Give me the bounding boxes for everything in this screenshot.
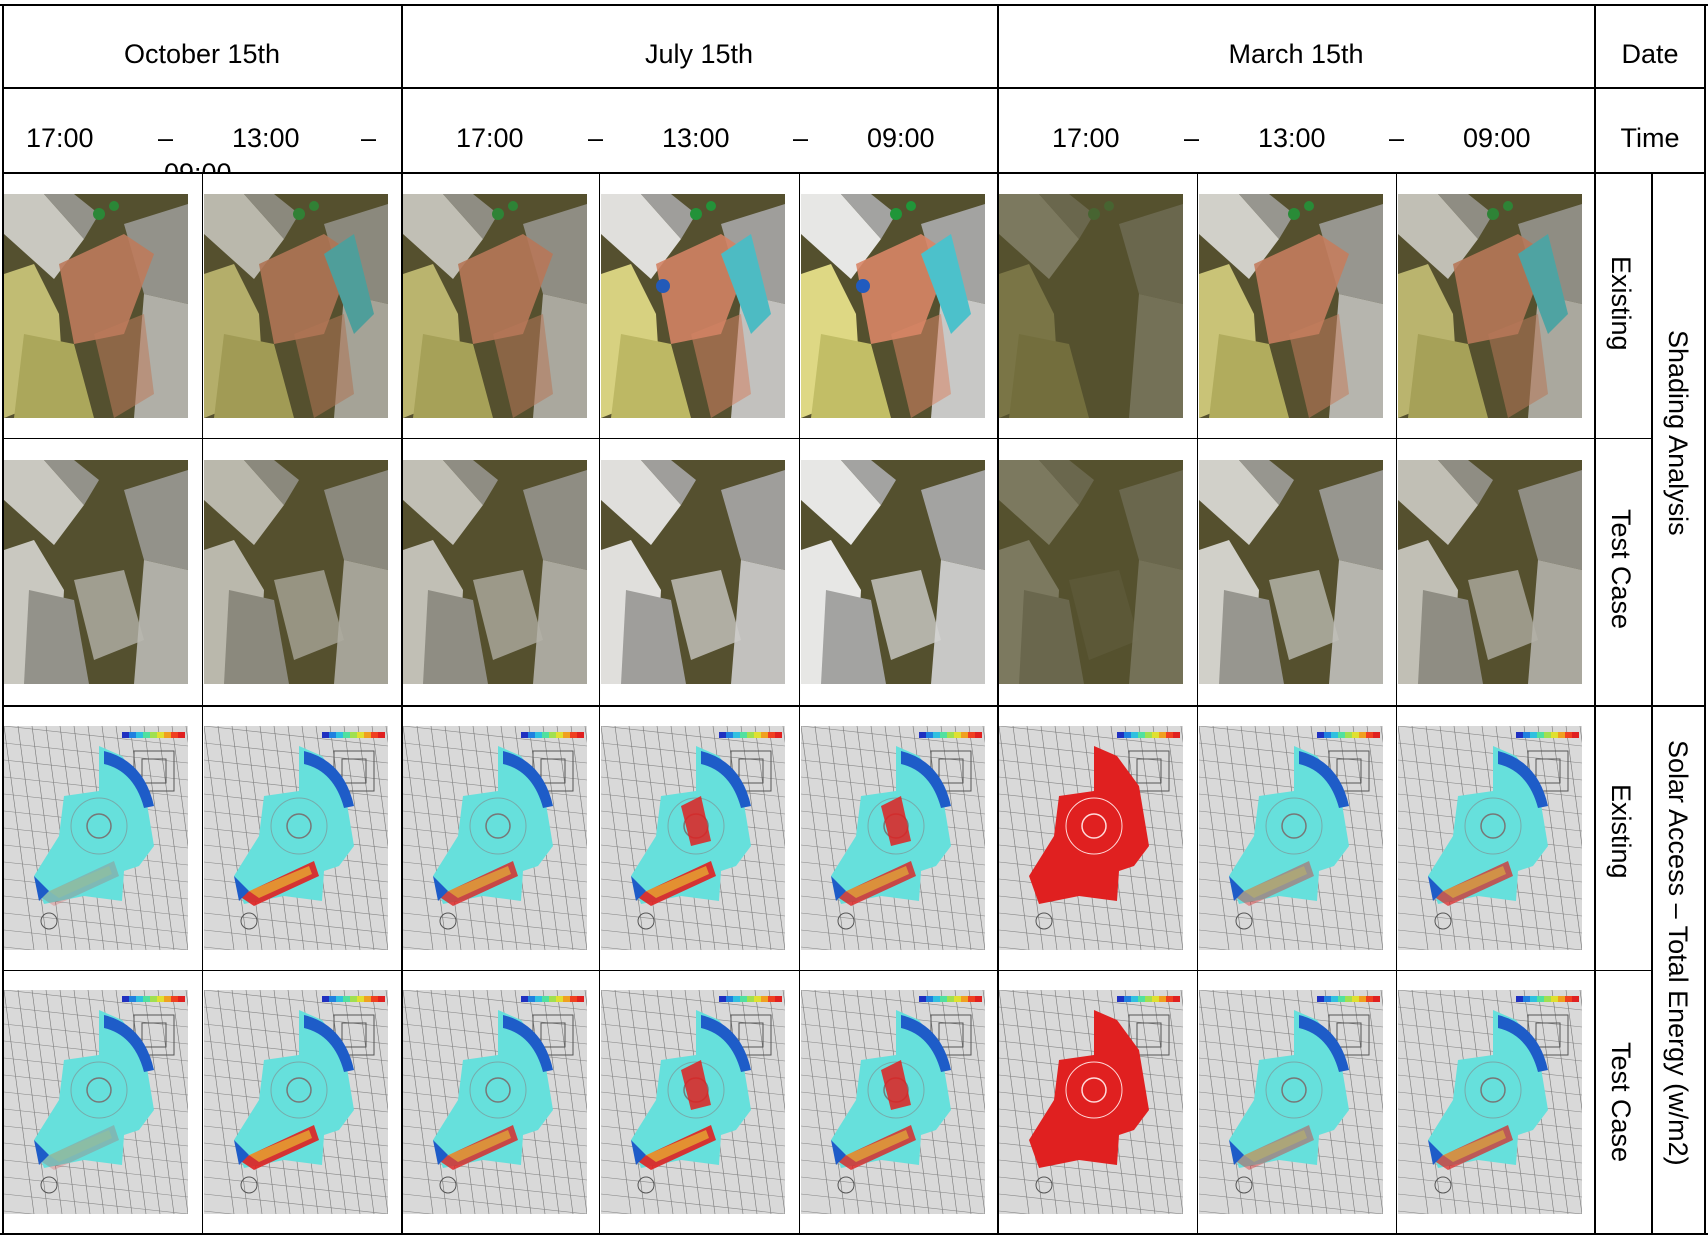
shading-test-case-image-7 xyxy=(1199,460,1383,684)
time-oct-0900: 09:00 xyxy=(164,157,232,172)
shading-existing-image-1 xyxy=(4,194,188,418)
date-label: Date xyxy=(1621,39,1679,69)
image-col-divider-2 xyxy=(599,172,600,1235)
shading-test-case-image-8 xyxy=(1398,460,1582,684)
shading-test-case-image-4 xyxy=(601,460,785,684)
image-col-divider-4 xyxy=(1197,172,1198,1235)
time-row-divider xyxy=(2,172,1706,174)
shading-test-case-image-2 xyxy=(204,460,388,684)
solar-test-case-image-4 xyxy=(601,990,785,1214)
row-label-solar-existing: Existing xyxy=(1606,784,1636,879)
table-border-top xyxy=(0,4,1708,6)
col-divider-july-march xyxy=(997,4,999,1235)
shading-test-case-image-5 xyxy=(801,460,985,684)
row-label-shading-existing: Existing xyxy=(1606,256,1636,351)
row-label-solar-test-case: Test Case xyxy=(1606,1042,1636,1163)
shading-test-case-image-3 xyxy=(403,460,587,684)
shading-existing-image-3 xyxy=(403,194,587,418)
time-jul-0900: 09:00 xyxy=(867,123,935,153)
solar-test-case-image-8 xyxy=(1398,990,1582,1214)
shading-test-case-image-1 xyxy=(4,460,188,684)
solar-existing-image-1 xyxy=(4,726,188,950)
col-divider-march-date xyxy=(1594,4,1596,1235)
solar-existing-image-7 xyxy=(1199,726,1383,950)
time-oct-1300: 13:00 xyxy=(232,123,300,153)
image-col-divider-5 xyxy=(1396,172,1397,1235)
col-divider-oct-july xyxy=(401,4,403,1235)
solar-test-case-image-6 xyxy=(999,990,1183,1214)
solar-existing-image-6 xyxy=(999,726,1183,950)
time-oct-dash-2: – xyxy=(361,123,377,153)
image-col-divider-3 xyxy=(799,172,800,1235)
time-mar-1300: 13:00 xyxy=(1258,123,1326,153)
solar-existing-image-5 xyxy=(801,726,985,950)
row-divider-1 xyxy=(2,438,1653,439)
row-divider-3 xyxy=(2,970,1653,971)
solar-existing-image-8 xyxy=(1398,726,1582,950)
time-oct-dash-1: – xyxy=(158,123,174,153)
shading-existing-image-6 xyxy=(999,194,1183,418)
time-mar-0900: 09:00 xyxy=(1463,123,1531,153)
solar-test-case-image-1 xyxy=(4,990,188,1214)
table-border-left xyxy=(2,4,4,1235)
label-col-divider xyxy=(1651,172,1653,1235)
time-jul-dash-2: – xyxy=(793,123,809,153)
date-july: July 15th xyxy=(644,39,754,69)
time-label: Time xyxy=(1620,123,1680,153)
row-label-shading-test-case: Test Case xyxy=(1606,509,1636,630)
row-divider-2 xyxy=(2,705,1706,707)
shading-existing-image-4 xyxy=(601,194,785,418)
time-jul-1300: 13:00 xyxy=(662,123,730,153)
group-label-solar-access: Solar Access – Total Energy (w/m2) xyxy=(1663,740,1693,1166)
header-row-divider xyxy=(2,87,1706,89)
shading-test-case-image-6 xyxy=(999,460,1183,684)
time-mar-dash-2: – xyxy=(1389,123,1405,153)
time-mar-1700: 17:00 xyxy=(1052,123,1120,153)
time-mar-dash-1: – xyxy=(1184,123,1200,153)
solar-test-case-image-2 xyxy=(204,990,388,1214)
oct-time-row: 17:00 – 13:00 – 09:00 xyxy=(4,89,401,172)
solar-existing-image-2 xyxy=(204,726,388,950)
solar-test-case-image-5 xyxy=(801,990,985,1214)
shading-existing-image-5 xyxy=(801,194,985,418)
shading-existing-image-2 xyxy=(204,194,388,418)
shading-existing-image-7 xyxy=(1199,194,1383,418)
solar-existing-image-3 xyxy=(403,726,587,950)
solar-test-case-image-3 xyxy=(403,990,587,1214)
image-col-divider-1 xyxy=(202,172,203,1235)
date-october: October 15th xyxy=(123,39,281,69)
solar-existing-image-4 xyxy=(601,726,785,950)
time-oct-1700: 17:00 xyxy=(26,123,94,153)
time-jul-dash-1: – xyxy=(588,123,604,153)
time-jul-1700: 17:00 xyxy=(456,123,524,153)
date-march: March 15th xyxy=(1228,39,1364,69)
table-border-bottom xyxy=(0,1233,1708,1235)
solar-test-case-image-7 xyxy=(1199,990,1383,1214)
group-label-shading-analysis: Shading Analysis xyxy=(1663,330,1693,536)
table-border-right xyxy=(1704,4,1706,1235)
shading-existing-image-8 xyxy=(1398,194,1582,418)
